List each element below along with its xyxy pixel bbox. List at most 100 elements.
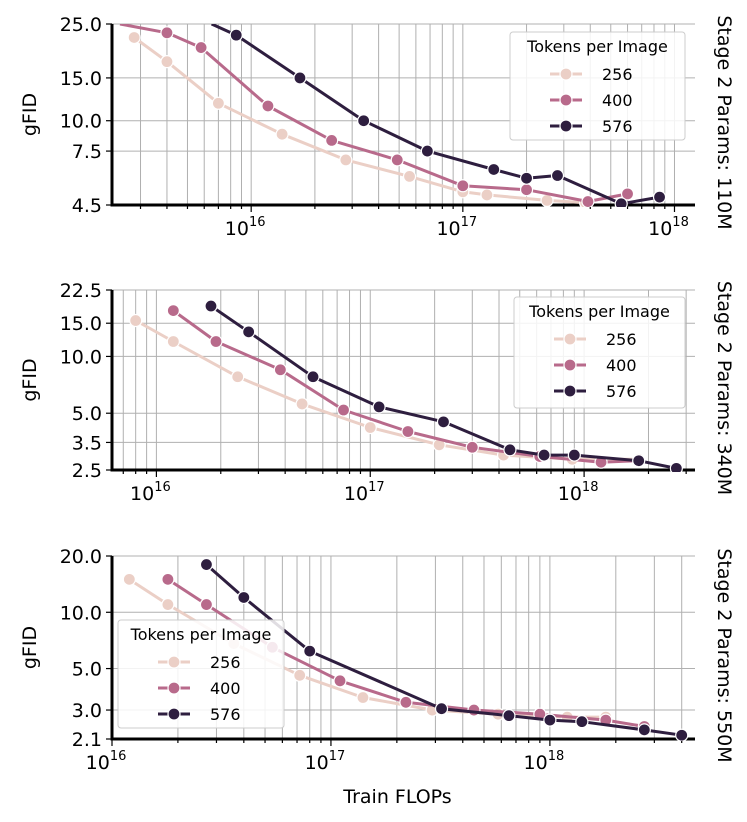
data-point-400 [166,303,180,318]
data-point-400 [581,194,595,207]
legend-swatch-marker [167,655,181,669]
data-point-576 [487,162,501,177]
data-point-400 [456,179,470,193]
data-point-400 [401,424,415,439]
data-point-256 [122,572,136,586]
x-tick-label: 1017 [344,480,385,505]
data-point-256 [363,420,377,435]
data-point-256 [540,193,554,207]
y-tick-label: 7.5 [72,141,102,163]
y-tick-label: 2.5 [72,460,102,482]
y-tick-label: 15.0 [60,68,102,90]
series-line-576 [210,304,677,470]
data-point-576 [675,728,689,741]
y-tick-label: 15.0 [60,313,102,335]
legend-entry-576: 576 [602,117,633,136]
data-point-256 [339,153,353,167]
y-tick-label: 10.0 [60,602,102,624]
data-point-576 [237,590,251,605]
y-tick-label: 20.0 [60,546,102,568]
data-point-400 [390,153,404,167]
legend-swatch-marker [167,707,181,721]
data-point-576 [543,713,557,727]
data-point-400 [194,40,208,55]
x-tick-label: 1017 [436,215,477,240]
legend: Tokens per Image 256 400 576 [513,296,686,409]
data-point-576 [632,454,646,468]
data-point-576 [434,702,449,716]
legend-entry-400: 400 [210,679,241,698]
data-point-576 [293,71,307,85]
legend-entry-576: 576 [210,705,241,724]
data-point-256 [161,597,175,612]
legend-box [513,296,686,409]
legend-swatch-marker [559,67,573,81]
panel-side-label: Stage 2 Params: 550M [713,548,735,762]
panel-side-label: Stage 2 Params: 340M [713,281,735,495]
data-point-256 [160,55,174,69]
y-tick-label: 22.5 [60,280,102,302]
data-point-576 [502,709,516,723]
data-point-576 [567,448,581,462]
data-point-256 [356,690,370,705]
legend-entry-576: 576 [606,382,637,401]
data-point-400 [261,99,275,113]
data-point-400 [465,440,479,454]
data-point-576 [669,461,683,472]
data-point-256 [402,169,417,184]
series-line-400 [119,24,628,203]
data-point-576 [575,715,589,729]
data-point-400 [467,703,481,717]
y-axis-label: gFID [19,93,41,136]
series-line-576 [210,24,660,206]
panel-340m: 2.5 3.5 5.0 10.0 15.0 22.5 1016 1017 1018 gFID Sta… [19,280,735,505]
series-line-256 [133,36,586,205]
data-point-576 [420,144,434,158]
data-point-576 [303,644,317,658]
data-point-576 [637,723,651,737]
legend-swatch-marker [167,681,181,695]
data-point-576 [519,171,534,185]
data-point-256 [129,313,143,328]
y-axis-label: gFID [19,626,41,669]
data-point-256 [166,334,180,349]
data-point-400 [333,674,347,688]
data-point-400 [160,26,174,40]
plot-area [119,24,667,207]
x-tick-label: 1017 [305,749,346,774]
legend-entry-400: 400 [606,356,637,375]
data-point-400 [336,403,351,417]
y-tick-label: 3.0 [72,700,102,722]
data-point-256 [231,370,245,384]
data-point-400 [519,183,534,197]
legend-swatch-marker [563,358,577,372]
legend-swatch-marker [563,332,577,346]
legend-swatch-marker [563,384,577,398]
data-point-576 [242,325,256,339]
data-point-256 [293,668,307,682]
legend-entry-256: 256 [606,330,637,349]
data-point-400 [620,187,635,201]
legend-swatch-marker [559,93,573,107]
data-point-400 [325,133,339,147]
data-point-576 [229,28,243,42]
data-point-576 [436,415,451,429]
x-tick-label: 1018 [558,480,599,505]
data-point-256 [127,30,141,45]
y-tick-label: 5.0 [72,403,102,425]
legend: Tokens per Image 256 400 576 [117,619,285,729]
legend-entry-400: 400 [602,91,633,110]
data-point-576 [537,448,551,462]
data-point-400 [399,695,413,709]
legend-entry-256: 256 [602,65,633,84]
y-axis-label: gFID [19,358,41,401]
legend-title: Tokens per Image [130,625,272,644]
plot-area [122,557,689,741]
data-point-256 [480,188,494,202]
data-point-576 [357,114,371,128]
x-tick-label: 1018 [524,749,565,774]
y-tick-label: 10.0 [60,346,102,368]
legend-entry-256: 256 [210,653,241,672]
x-tick-label: 1016 [130,480,171,505]
